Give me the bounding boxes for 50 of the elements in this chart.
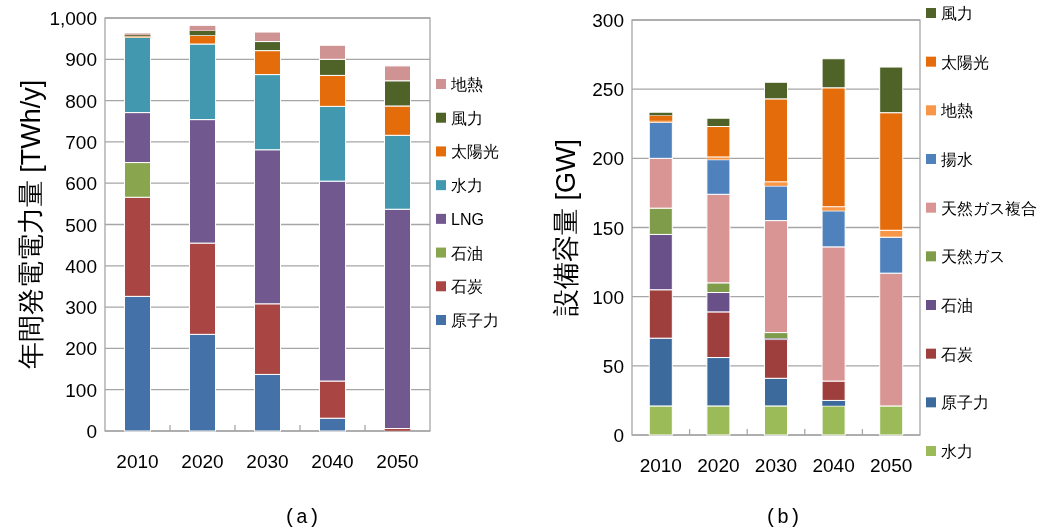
y-tick-label: 300 xyxy=(65,297,97,319)
legend-label: 風力 xyxy=(451,109,483,127)
y-tick-label: 900 xyxy=(65,49,97,71)
legend-label: 揚水 xyxy=(941,151,973,168)
x-tick-label: 2050 xyxy=(376,451,419,472)
legend-label: 風力 xyxy=(941,5,973,22)
y-tick-label: 150 xyxy=(592,217,624,239)
y-tick-label: 700 xyxy=(65,131,97,153)
legend-label: 石油 xyxy=(451,244,483,262)
legend-label: 石油 xyxy=(941,297,973,314)
y-tick-label: 800 xyxy=(65,90,97,112)
y-tick-label: 200 xyxy=(65,338,97,360)
x-tick-label: 2050 xyxy=(870,455,913,476)
x-tick-label: 2030 xyxy=(754,455,798,476)
legend-label: 水力 xyxy=(451,177,483,195)
y-tick-label: 500 xyxy=(65,214,97,236)
x-tick-label: 2030 xyxy=(246,451,289,472)
legend-label: 太陽光 xyxy=(941,53,989,71)
y-tick-label: 250 xyxy=(592,79,624,101)
y-tick-label: 600 xyxy=(65,173,97,195)
y-axis-title: 設備容量 [GW] xyxy=(551,139,581,316)
y-tick-label: 0 xyxy=(613,425,624,446)
x-tick-label: 2040 xyxy=(311,451,354,472)
y-tick-label: 400 xyxy=(65,255,97,277)
legend-label: 天然ガス xyxy=(941,248,1005,266)
x-tick-label: 2010 xyxy=(639,455,682,476)
legend-label: LNG xyxy=(451,210,484,228)
legend-label: 太陽光 xyxy=(451,143,499,161)
y-tick-label: 100 xyxy=(592,286,624,308)
y-axis-title: 年間発電電力量 [TWh/y] xyxy=(16,79,46,370)
legend-label: 水力 xyxy=(941,443,973,460)
x-tick-label: 2040 xyxy=(812,455,855,476)
text: (b) xyxy=(764,506,802,529)
legend-label: 天然ガス複合 xyxy=(941,199,1037,217)
y-tick-label: 1,000 xyxy=(49,8,97,29)
legend-label: 石炭 xyxy=(451,278,483,296)
legend-label: 石炭 xyxy=(941,345,973,363)
x-tick-label: 2020 xyxy=(697,455,740,476)
y-tick-label: 200 xyxy=(592,148,624,170)
legend-label: 地熱 xyxy=(940,102,973,120)
y-tick-label: 0 xyxy=(86,421,97,442)
y-tick-label: 300 xyxy=(592,10,624,31)
y-tick-label: 50 xyxy=(602,355,624,377)
text: (a) xyxy=(283,506,321,529)
legend-label: 地熱 xyxy=(450,76,483,93)
x-tick-label: 2010 xyxy=(116,451,159,472)
legend-label: 原子力 xyxy=(941,394,989,412)
legend-label: 原子力 xyxy=(451,312,499,329)
x-tick-label: 2020 xyxy=(181,451,224,472)
y-tick-label: 100 xyxy=(65,379,97,401)
